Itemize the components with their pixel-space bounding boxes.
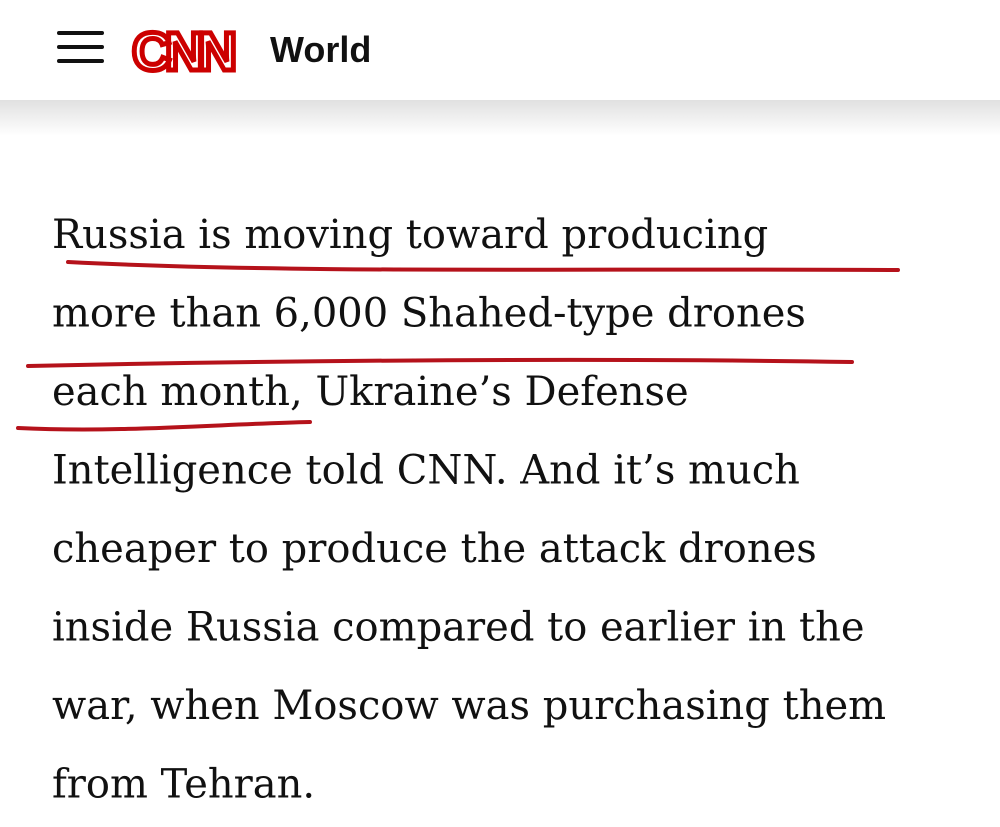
menu-icon[interactable] <box>57 31 104 63</box>
body-line: inside Russia compared to earlier in the <box>52 605 865 651</box>
section-title[interactable]: World <box>270 29 371 70</box>
logo[interactable]: CNN <box>130 20 243 85</box>
body-line: Intelligence told CNN. And it’s much <box>52 448 800 494</box>
underline <box>66 260 900 272</box>
body-line: Russia is moving toward producing <box>52 212 768 258</box>
underline <box>16 420 312 432</box>
body-line: cheaper to produce the attack drones <box>52 526 817 572</box>
body-line: each month, Ukraine’s Defense <box>52 369 689 415</box>
body-line: from Tehran. <box>52 762 315 808</box>
underline <box>26 357 854 368</box>
header-bar <box>0 0 1000 100</box>
body-line: war, when Moscow was purchasing them <box>52 683 886 729</box>
header-shadow <box>0 100 1000 136</box>
body-line: more than 6,000 Shahed-type drones <box>52 291 806 337</box>
annotations <box>16 260 900 432</box>
article-body: Russia is moving toward producing more th… <box>52 212 886 808</box>
